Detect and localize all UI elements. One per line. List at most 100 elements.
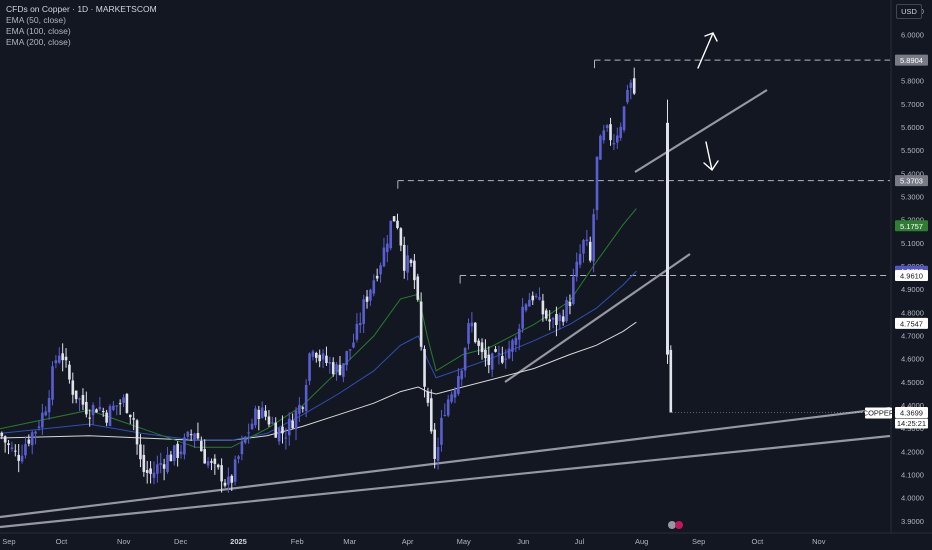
candle-body [189, 434, 193, 436]
candle-body [328, 362, 332, 364]
legend-ema100[interactable]: EMA (100, close) [6, 26, 71, 36]
arrow-up-icon [697, 32, 718, 69]
candle-body [588, 241, 592, 261]
candle-body [463, 347, 467, 371]
candle-body [331, 362, 335, 375]
y-tick-label: 5.6000 [901, 123, 924, 132]
candle-body [54, 360, 58, 364]
candle-body [243, 436, 247, 443]
candle-body [172, 445, 176, 462]
candle-body [145, 470, 149, 473]
candle-body [521, 306, 524, 329]
candle-body [267, 416, 271, 425]
candle-body [186, 431, 190, 437]
candle-body [362, 299, 365, 324]
candle-body [440, 417, 443, 445]
legend-ema200[interactable]: EMA (200, close) [6, 37, 71, 47]
candle-body [10, 447, 14, 449]
x-tick-label: May [457, 537, 471, 546]
candle-body [622, 106, 626, 131]
candle-body [619, 126, 622, 138]
candle-body [169, 454, 173, 462]
candle-body [308, 353, 311, 381]
candle-body [247, 432, 250, 434]
candle-body [626, 89, 629, 103]
candle-body [528, 299, 531, 307]
candle-body [335, 364, 338, 373]
candle-body [264, 410, 267, 417]
candle-body [81, 395, 85, 405]
candle-body [254, 408, 257, 426]
candle-body [162, 464, 166, 469]
currency-button[interactable]: USD [896, 4, 922, 19]
candle-body [101, 411, 105, 413]
candle-body [632, 78, 636, 94]
candle-body [602, 130, 606, 141]
x-tick-label: Sep [692, 537, 705, 546]
candle-body [372, 280, 376, 294]
legend-ema50[interactable]: EMA (50, close) [6, 15, 66, 25]
candle-body [369, 289, 372, 301]
candle-body [7, 443, 10, 446]
ema-200-line [0, 321, 637, 441]
price-label-5: 4.7547 [900, 319, 923, 328]
candle-body [484, 349, 487, 359]
candle-body [85, 401, 88, 415]
candle-body [325, 355, 328, 363]
candle-body [599, 135, 602, 160]
x-tick-label: Mar [343, 537, 356, 546]
y-tick-label: 4.5000 [901, 378, 924, 387]
candle-body [227, 476, 230, 485]
y-tick-label: 4.2000 [901, 447, 924, 456]
candle-body [24, 444, 27, 456]
candle-body [568, 301, 572, 307]
candle-body [257, 409, 261, 420]
candle-body [44, 411, 48, 416]
candle-body [281, 426, 284, 434]
candle-body [298, 404, 301, 414]
candle-body [399, 228, 403, 246]
x-tick-label: Sep [2, 537, 15, 546]
candle-body [406, 255, 409, 273]
candle-body [612, 142, 616, 145]
trend-line-channel [634, 89, 768, 173]
price-label-bg-0 [895, 54, 928, 66]
candle-body [179, 451, 183, 455]
candle-body [311, 351, 315, 357]
candle-body [318, 354, 321, 362]
candle-body [524, 304, 528, 311]
price-label-0: 5.8904 [900, 56, 923, 65]
candle-body [501, 356, 504, 363]
y-tick-label: 4.6000 [901, 355, 924, 364]
candle-body [284, 437, 288, 439]
y-tick-label: 5.3000 [901, 192, 924, 201]
candle-body [429, 398, 433, 432]
candle-body [487, 354, 491, 366]
candle-body [419, 301, 423, 347]
candle-body [504, 358, 507, 360]
y-tick-label: 5.7000 [901, 100, 924, 109]
candle-body [91, 405, 95, 416]
candle-body [159, 463, 163, 465]
candle-body [274, 422, 278, 438]
countdown-label: 14:25:21 [897, 419, 926, 428]
candle-body [166, 454, 169, 472]
candle-body [57, 355, 61, 363]
y-tick-label: 4.3000 [901, 424, 924, 433]
candle-body [436, 447, 440, 461]
candle-body [115, 405, 119, 407]
x-tick-label: Apr [402, 537, 414, 546]
candle-body [382, 247, 386, 267]
candle-body [561, 316, 565, 322]
x-tick-label: Oct [56, 537, 69, 546]
candle-body [41, 412, 44, 428]
x-tick-label: Jun [517, 537, 529, 546]
x-tick-label: Nov [812, 537, 826, 546]
candle-body [176, 443, 179, 458]
candle-body [271, 422, 274, 424]
candle-body [200, 440, 203, 452]
candle-body [480, 342, 484, 353]
x-tick-label: Oct [752, 537, 765, 546]
y-tick-label: 4.4000 [901, 401, 924, 410]
